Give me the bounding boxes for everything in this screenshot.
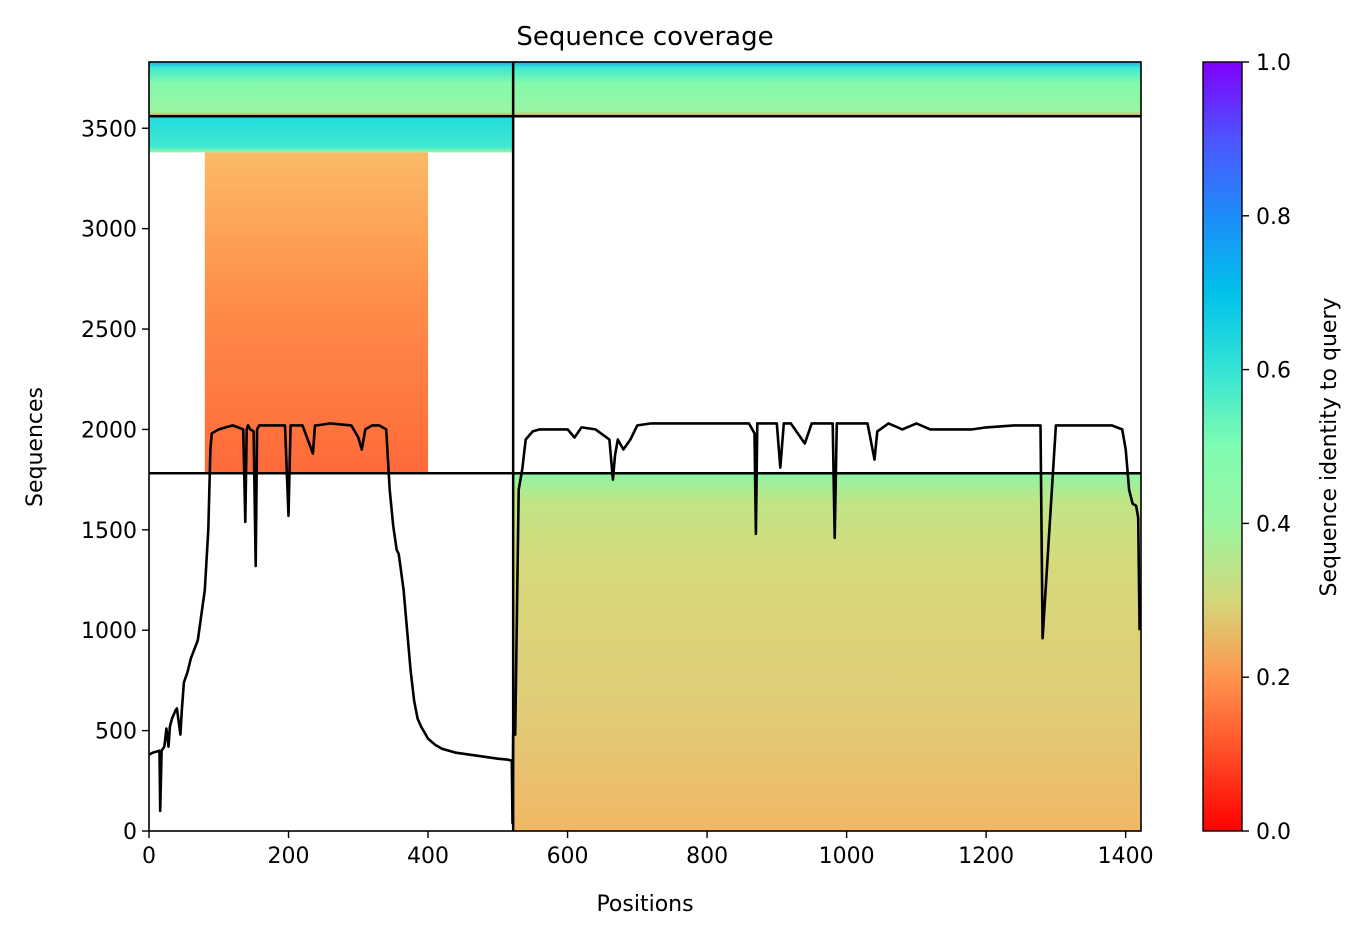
y-axis-label: Sequences	[23, 387, 48, 507]
coverage-line	[148, 422, 1141, 825]
x-tick-label: 0	[142, 844, 156, 869]
chart-title: Sequence coverage	[516, 22, 773, 52]
block-dividers	[149, 62, 1141, 831]
colorbar-ticks: 0.0 0.2 0.4 0.6 0.8 1.0	[1242, 51, 1291, 845]
y-tick-label: 3500	[81, 117, 137, 142]
colorbar-tick-label: 1.0	[1256, 51, 1291, 76]
y-tick-label: 3000	[81, 218, 137, 243]
colorbar-label: Sequence identity to query	[1317, 297, 1342, 596]
identity-block-2	[149, 116, 514, 153]
x-tick-label: 600	[547, 844, 589, 869]
colorbar-tick-label: 0.4	[1256, 512, 1291, 537]
x-tick-label: 1400	[1098, 844, 1154, 869]
identity-block-4	[513, 473, 1141, 831]
colorbar: 0.0 0.2 0.4 0.6 0.8 1.0 Sequence identity to …	[1202, 51, 1342, 845]
colorbar-tick-label: 0.8	[1256, 205, 1291, 230]
y-tick-label: 2500	[81, 318, 137, 343]
y-tick-label: 1000	[81, 619, 137, 644]
y-tick-label: 1500	[81, 519, 137, 544]
identity-blocks	[149, 62, 1141, 831]
colorbar-tick-label: 0.6	[1256, 359, 1291, 384]
coverage-line-layer	[148, 422, 1141, 825]
x-tick-label: 1200	[958, 844, 1014, 869]
plot-area	[148, 61, 1142, 832]
x-tick-label: 400	[407, 844, 449, 869]
x-tick-label: 200	[268, 844, 310, 869]
x-axis-ticks: 0 200 400 600 800 1000 1200 1400	[142, 831, 1154, 869]
colorbar-tick-label: 0.0	[1256, 820, 1291, 845]
y-tick-label: 2000	[81, 418, 137, 443]
x-tick-label: 1000	[819, 844, 875, 869]
identity-block-0	[149, 62, 514, 117]
plot-frame	[148, 61, 1142, 832]
identity-block-1	[513, 62, 1141, 117]
y-tick-label: 0	[123, 820, 137, 845]
identity-block-3	[204, 152, 429, 474]
x-axis-label: Positions	[596, 892, 693, 917]
y-axis-ticks: 0 500 1000 1500 2000 2500 3000 3500	[81, 117, 149, 845]
x-tick-label: 800	[686, 844, 728, 869]
y-tick-label: 500	[95, 720, 137, 745]
colorbar-gradient	[1202, 61, 1243, 832]
colorbar-tick-label: 0.2	[1256, 666, 1291, 691]
